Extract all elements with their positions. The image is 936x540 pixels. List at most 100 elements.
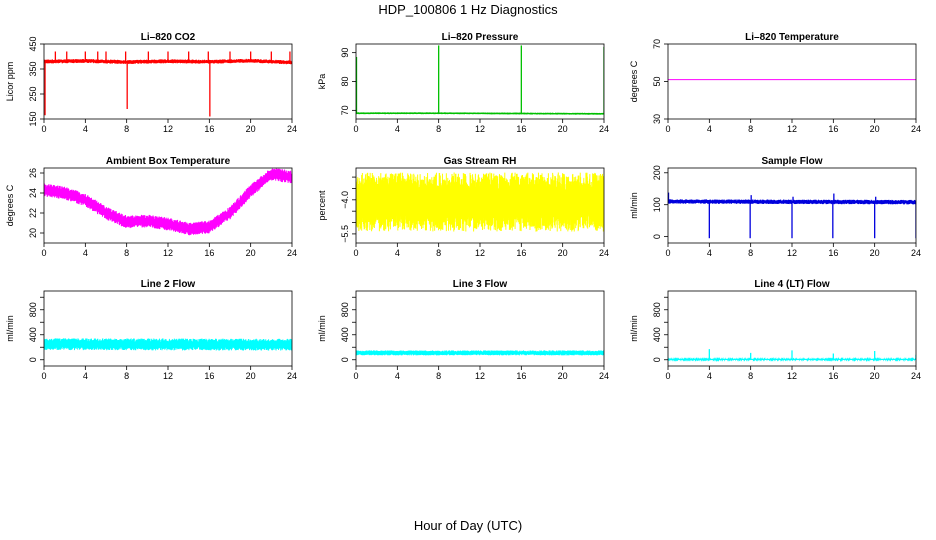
y-tick-label: 450 [28, 36, 38, 51]
x-tick-label: 16 [204, 371, 214, 381]
plot-area: Li–820 Temperature degrees C 0 4 8 12 16 20 24 30… [629, 32, 921, 134]
x-tick-label: 0 [353, 371, 358, 381]
plot-area: Gas Stream RH percent 0 4 8 12 16 20 24 −5.5 −4.0 [317, 156, 609, 258]
x-tick-label: 8 [124, 124, 129, 134]
data-group [44, 51, 292, 117]
x-tick-label: 16 [204, 124, 214, 134]
data-group [44, 338, 292, 351]
y-axis-label: Licor ppm [5, 62, 15, 102]
figure-title: HDP_100806 1 Hz Diagnostics [378, 2, 558, 17]
x-tick-label: 4 [395, 248, 400, 258]
panel-title: Sample Flow [761, 156, 822, 167]
data-group [668, 349, 916, 362]
x-tick-label: 4 [83, 371, 88, 381]
y-tick-label: 200 [652, 165, 662, 180]
y-tick-label: 70 [340, 105, 350, 115]
plot-frame [355, 43, 605, 120]
data-group [356, 45, 604, 115]
plot-area: Line 4 (LT) Flow ml/min 0 4 8 12 16 20 24 0 400 800 [629, 279, 921, 381]
series-line [44, 343, 292, 346]
x-tick-label: 4 [395, 124, 400, 134]
x-tick-label: 12 [475, 248, 485, 258]
x-tick-label: 0 [665, 124, 670, 134]
y-tick-label: 150 [28, 111, 38, 126]
x-tick-label: 20 [246, 124, 256, 134]
x-tick-label: 12 [787, 248, 797, 258]
y-axis-label: degrees C [629, 60, 639, 102]
plot-area: Line 2 Flow ml/min 0 4 8 12 16 20 24 0 400 800 [5, 279, 297, 381]
y-tick-label: 20 [28, 228, 38, 238]
data-group [668, 192, 916, 239]
x-tick-label: 24 [599, 124, 609, 134]
x-tick-label: 24 [287, 124, 297, 134]
x-tick-label: 0 [665, 248, 670, 258]
x-tick-label: 12 [163, 248, 173, 258]
y-tick-label: 24 [28, 188, 38, 198]
chart-panel-ambient-box-temperature: Ambient Box Temperature degrees C 0 4 8 12 16 2… [5, 156, 297, 258]
figure-x-axis-label: Hour of Day (UTC) [413, 518, 523, 533]
y-axis-label: ml/min [629, 192, 639, 219]
x-tick-label: 8 [124, 248, 129, 258]
x-tick-label: 12 [787, 371, 797, 381]
x-tick-label: 24 [911, 371, 921, 381]
chart-panel-li820-temperature: Li–820 Temperature degrees C 0 4 8 12 16 20 24 30… [629, 32, 921, 134]
x-tick-label: 16 [828, 124, 838, 134]
x-tick-label: 8 [436, 248, 441, 258]
x-tick-label: 0 [41, 371, 46, 381]
x-tick-label: 20 [246, 248, 256, 258]
y-tick-label: 90 [340, 48, 350, 58]
x-tick-label: 8 [436, 124, 441, 134]
x-tick-label: 0 [41, 248, 46, 258]
plot-frame [43, 290, 293, 367]
series-line [356, 112, 604, 115]
chart-panel-gas-stream-rh: Gas Stream RH percent 0 4 8 12 16 20 24 −5.5 −4.0 [317, 156, 609, 258]
x-tick-label: 12 [475, 124, 485, 134]
y-tick-label: 80 [340, 76, 350, 86]
panel-title: Line 3 Flow [453, 279, 508, 290]
series-noise-band [44, 168, 292, 236]
y-tick-label: 400 [28, 327, 38, 342]
chart-panel-sample-flow: Sample Flow ml/min 0 4 8 12 16 20 24 0 100 200 [629, 156, 921, 258]
y-tick-label: 0 [28, 357, 38, 362]
y-tick-label: 22 [28, 208, 38, 218]
x-tick-label: 0 [353, 124, 358, 134]
y-tick-label: 0 [652, 357, 662, 362]
x-tick-label: 16 [204, 248, 214, 258]
x-tick-label: 24 [287, 248, 297, 258]
x-tick-label: 20 [870, 371, 880, 381]
x-tick-label: 0 [353, 248, 358, 258]
x-tick-label: 24 [599, 371, 609, 381]
x-tick-label: 4 [395, 371, 400, 381]
x-tick-label: 16 [516, 371, 526, 381]
panel-title: Li–820 Pressure [442, 32, 519, 43]
chart-panel-line-2-flow: Line 2 Flow ml/min 0 4 8 12 16 20 24 0 400 800 [5, 279, 297, 381]
x-tick-label: 24 [911, 124, 921, 134]
x-tick-label: 20 [870, 124, 880, 134]
y-tick-label: 26 [28, 168, 38, 178]
panel-title: Line 2 Flow [141, 279, 196, 290]
y-axis-label: kPa [317, 74, 327, 90]
x-tick-label: 4 [83, 248, 88, 258]
x-tick-label: 8 [748, 248, 753, 258]
x-tick-label: 12 [475, 371, 485, 381]
x-tick-label: 20 [558, 371, 568, 381]
x-tick-label: 4 [707, 371, 712, 381]
data-group [356, 350, 604, 356]
y-tick-label: −4.0 [340, 191, 350, 209]
panel-title: Gas Stream RH [444, 156, 517, 167]
chart-panel-li820-co2: Li–820 CO2 Licor ppm 0 4 8 12 16 20 24 150 250 350 4… [5, 32, 297, 134]
x-tick-label: 0 [41, 124, 46, 134]
y-tick-label: 400 [652, 327, 662, 342]
plot-frame [43, 167, 293, 244]
chart-panel-li820-pressure: Li–820 Pressure kPa 0 4 8 12 16 20 24 70 80 90 [317, 32, 609, 134]
panel-title: Li–820 CO2 [141, 32, 196, 43]
x-tick-label: 4 [707, 248, 712, 258]
plot-area: Line 3 Flow ml/min 0 4 8 12 16 20 24 0 400 800 [317, 279, 609, 381]
y-tick-label: 30 [652, 114, 662, 124]
chart-panel-line-4-lt-flow: Line 4 (LT) Flow ml/min 0 4 8 12 16 20 24 0 400 800 [629, 279, 921, 381]
x-tick-label: 4 [707, 124, 712, 134]
x-tick-label: 16 [516, 124, 526, 134]
y-tick-label: −5.5 [340, 225, 350, 243]
x-tick-label: 20 [870, 248, 880, 258]
data-group [356, 172, 604, 232]
